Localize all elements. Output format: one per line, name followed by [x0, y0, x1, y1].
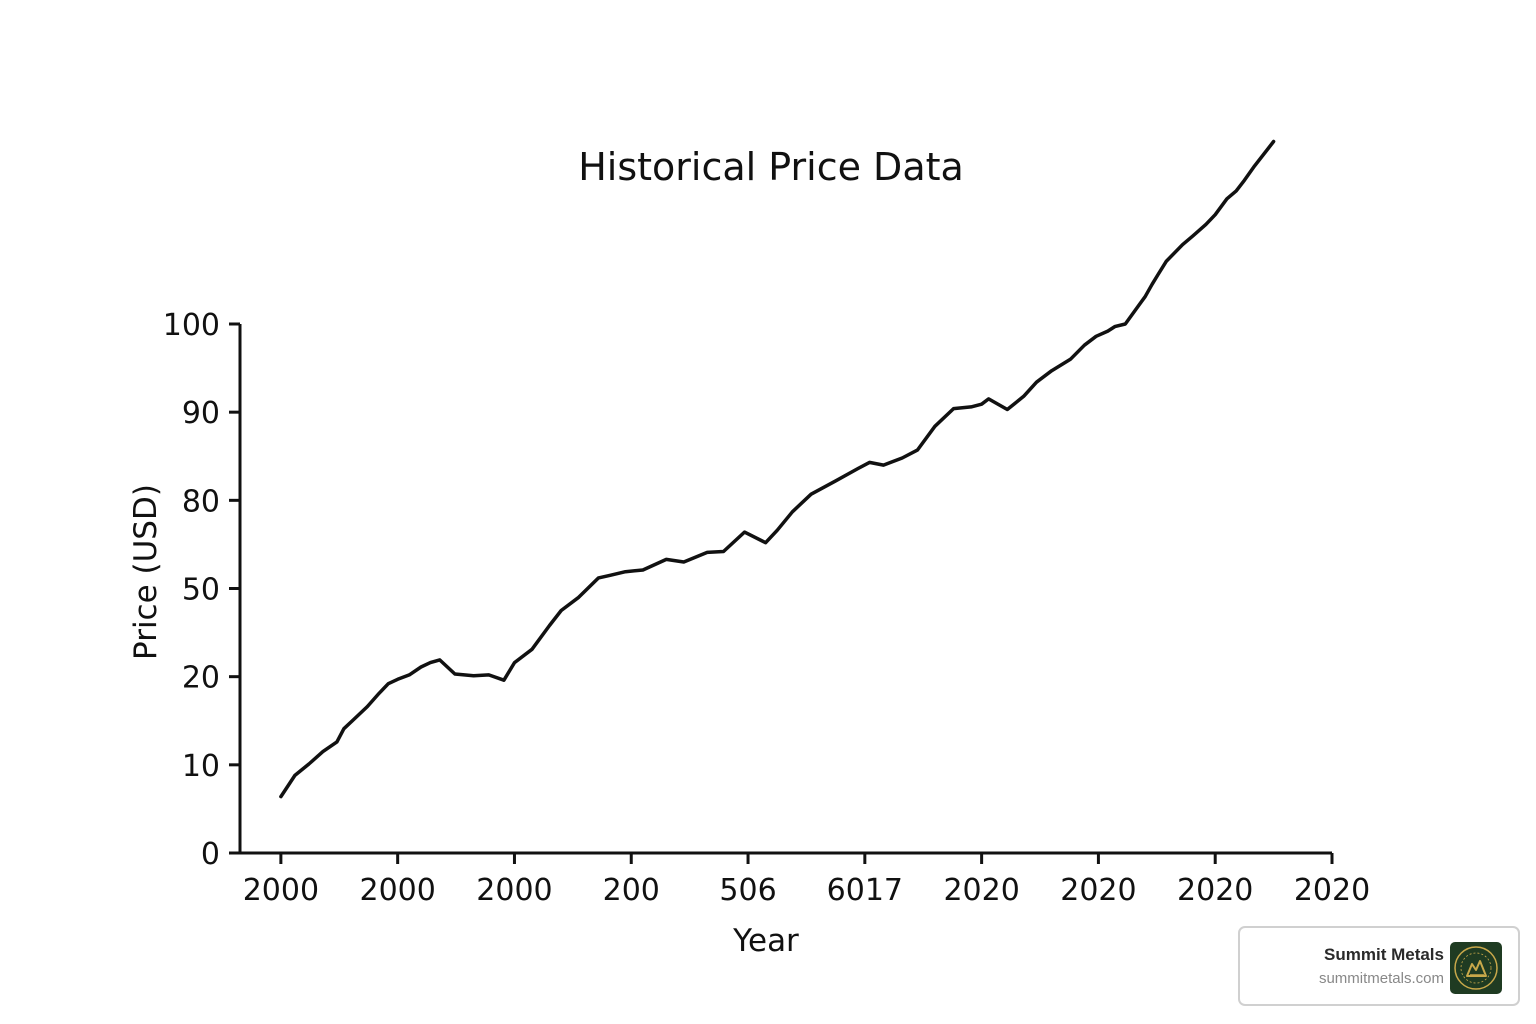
x-tick-label: 6017: [827, 873, 903, 908]
y-tick-label: 50: [182, 573, 220, 608]
y-axis-title: Price (USD): [128, 484, 164, 660]
x-tick-label: 2000: [476, 873, 552, 908]
x-tick-label: 2000: [359, 873, 435, 908]
x-tick-label: 200: [603, 873, 660, 908]
y-tick-label: 100: [163, 308, 220, 343]
x-tick-label: 2020: [1294, 873, 1370, 908]
brand-card[interactable]: Summit Metals summitmetals.com: [1238, 926, 1520, 1006]
x-ticks: 2000 2000 2000 200 506 6017 2020 2020 2020 2020: [243, 853, 1370, 908]
series-line-price: [279, 139, 1276, 799]
x-tick-label: 506: [719, 873, 776, 908]
x-tick-label: 2020: [1060, 873, 1136, 908]
y-tick-label: 80: [182, 484, 220, 519]
x-tick-label: 2000: [243, 873, 319, 908]
chart-title: Historical Price Data: [578, 145, 964, 189]
series-layer: [279, 139, 1276, 799]
logo-seal-icon: [1454, 946, 1498, 990]
y-axis: 0 10 20 50 80 90 100: [163, 308, 242, 872]
y-tick-label: 0: [201, 837, 220, 872]
x-axis: 2000 2000 2000 200 506 6017 2020 2020 2020 2020: [240, 851, 1370, 908]
y-tick-label: 90: [182, 396, 220, 431]
y-tick-label: 20: [182, 661, 220, 696]
x-axis-title: Year: [732, 923, 799, 959]
brand-url[interactable]: summitmetals.com: [1318, 970, 1444, 987]
brand-logo-icon: [1450, 942, 1502, 994]
x-tick-label: 2020: [1177, 873, 1253, 908]
x-tick-label: 2020: [943, 873, 1019, 908]
y-tick-label: 10: [182, 749, 220, 784]
brand-name: Summit Metals: [1324, 945, 1444, 964]
y-ticks: 0 10 20 50 80 90 100: [163, 308, 240, 872]
